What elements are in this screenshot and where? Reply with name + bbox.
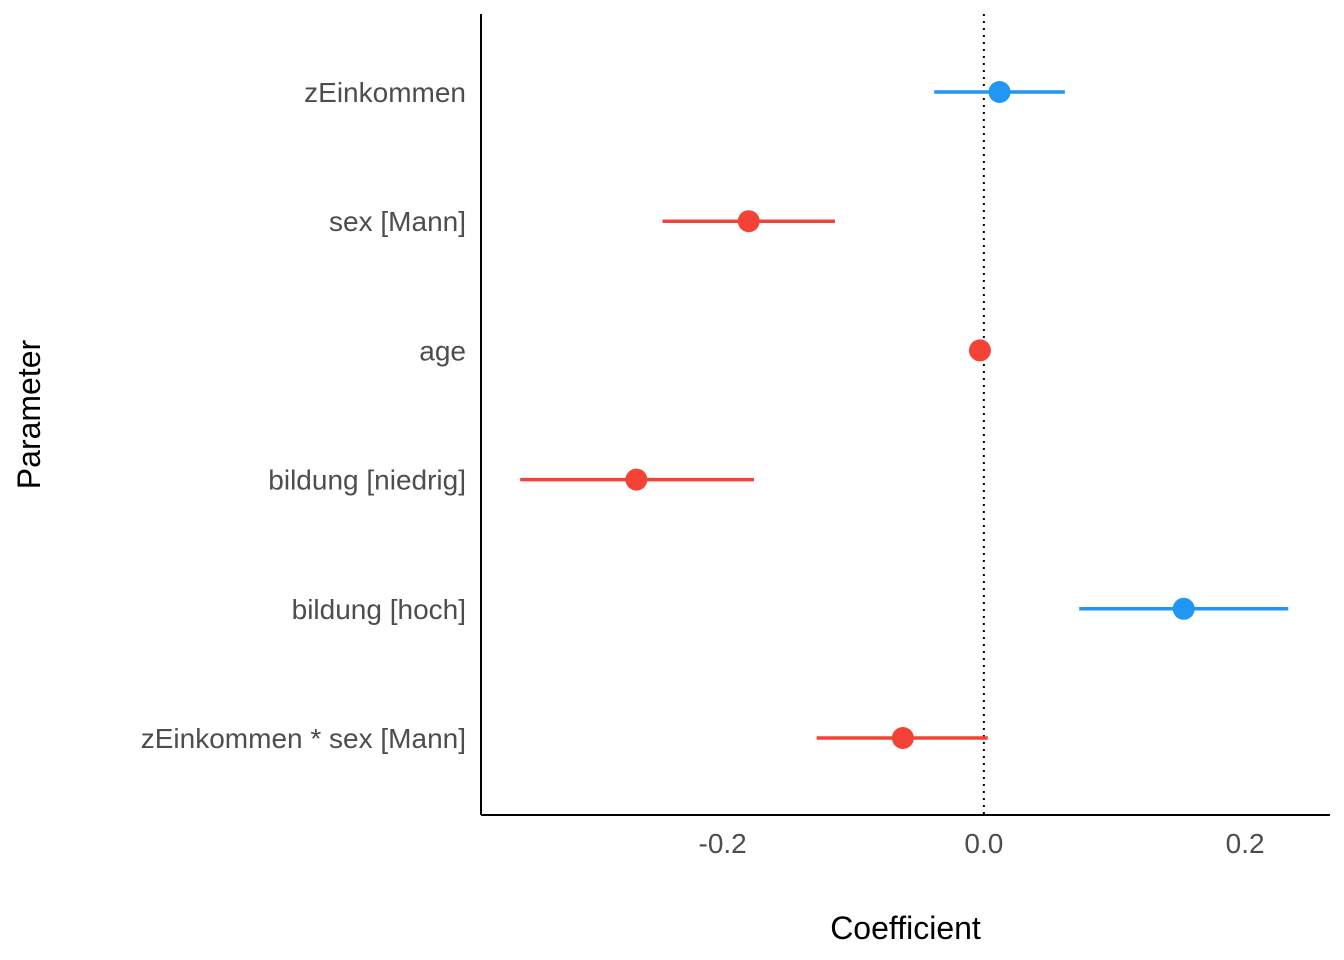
- x-tick-label: 0.2: [1226, 828, 1265, 859]
- y-tick-label: sex [Mann]: [329, 206, 466, 237]
- coefficient-point: [625, 468, 648, 491]
- x-tick-label: -0.2: [699, 828, 747, 859]
- coefficient-point: [968, 339, 991, 362]
- x-axis-title: Coefficient: [830, 910, 981, 946]
- y-tick-label: bildung [hoch]: [292, 594, 466, 625]
- coefficient-point: [1172, 597, 1195, 620]
- y-axis-title: Parameter: [11, 339, 47, 489]
- y-tick-label: bildung [niedrig]: [268, 465, 466, 496]
- coefficient-point: [988, 81, 1011, 103]
- x-tick-label: 0.0: [964, 828, 1003, 859]
- y-tick-label: zEinkommen * sex [Mann]: [141, 723, 466, 754]
- coefficient-point: [737, 210, 760, 233]
- y-tick-label: age: [419, 335, 466, 366]
- coefficient-point: [891, 727, 914, 749]
- y-tick-label: zEinkommen: [304, 77, 466, 108]
